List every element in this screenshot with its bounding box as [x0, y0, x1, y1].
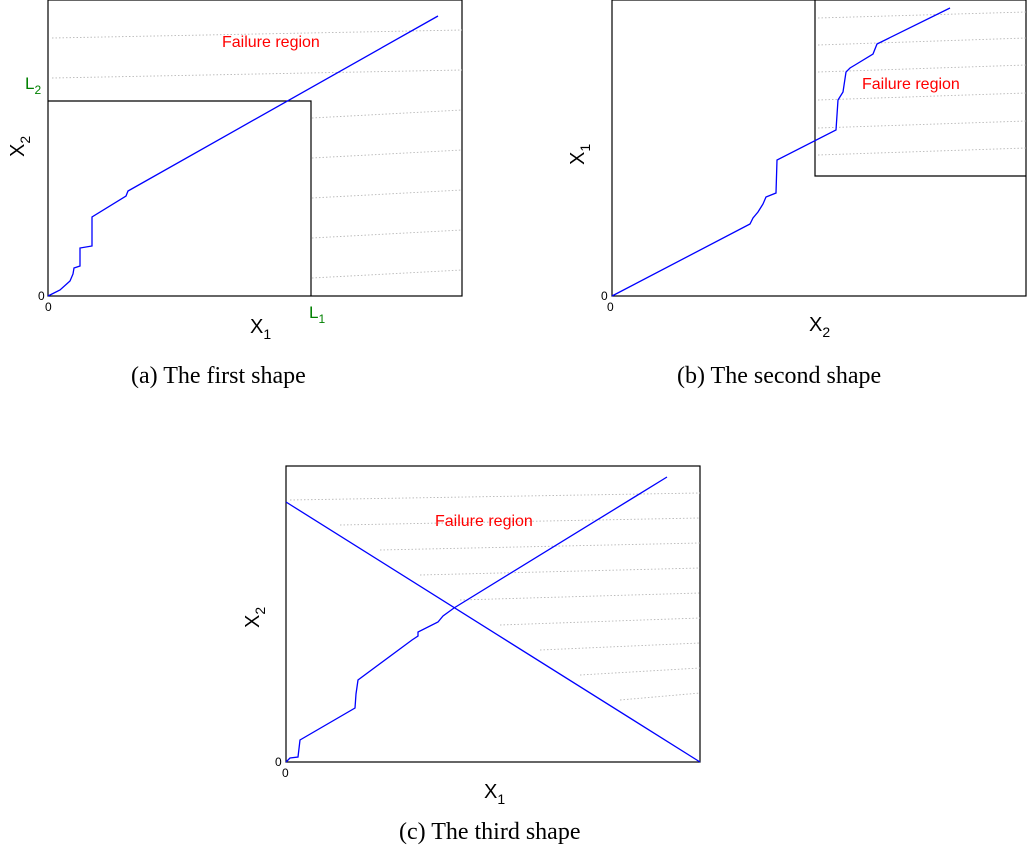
- panel-a-limit-y-label: L2: [25, 74, 41, 97]
- panel-c-y-axis-label: X2: [242, 607, 268, 628]
- panel-b-caption: (b) The second shape: [677, 363, 881, 389]
- panel-a-curve: [47, 15, 439, 297]
- panel-c: Failure region 0 0 X1 X2 (c) The third s…: [242, 465, 701, 845]
- panel-a-region-label: Failure region: [222, 34, 320, 51]
- panel-a-limit-box: [48, 100, 312, 296]
- panel-a-hatch: [51, 29, 463, 279]
- panel-a-origin-x: 0: [45, 300, 52, 314]
- panel-c-frame: [285, 465, 701, 763]
- panel-b-origin-y: 0: [601, 289, 608, 303]
- panel-a-x-axis-label: X1: [250, 316, 271, 342]
- panel-c-origin-x: 0: [282, 766, 289, 780]
- panel-b-limit-box: [814, 0, 1026, 177]
- panel-c-region-label: Failure region: [435, 513, 533, 530]
- panel-b: Failure region 0 0 X2 X1 (b) The second …: [567, 0, 1027, 389]
- panel-c-limit-line: [285, 501, 701, 763]
- panel-b-y-axis-label: X1: [567, 144, 593, 165]
- panel-a-y-axis-label: X2: [7, 136, 33, 157]
- panel-c-hatch: [289, 492, 701, 701]
- panel-a-origin-y: 0: [38, 289, 45, 303]
- panel-c-origin-y: 0: [275, 755, 282, 769]
- panel-c-x-axis-label: X1: [484, 781, 505, 807]
- panel-c-caption: (c) The third shape: [399, 819, 581, 845]
- panel-a-caption: (a) The first shape: [131, 363, 306, 389]
- panel-a-limit-x-label: L1: [309, 303, 325, 326]
- panel-b-frame: [611, 0, 1027, 297]
- panel-b-x-axis-label: X2: [809, 314, 830, 340]
- panel-b-origin-x: 0: [607, 300, 614, 314]
- panel-c-curve: [285, 476, 668, 763]
- panel-a: Failure region L2 L1 0 0 X1 X2 (a) The f…: [7, 0, 463, 389]
- panel-b-curve: [611, 7, 951, 297]
- panel-b-region-label: Failure region: [862, 76, 960, 93]
- panel-a-frame: [47, 0, 463, 297]
